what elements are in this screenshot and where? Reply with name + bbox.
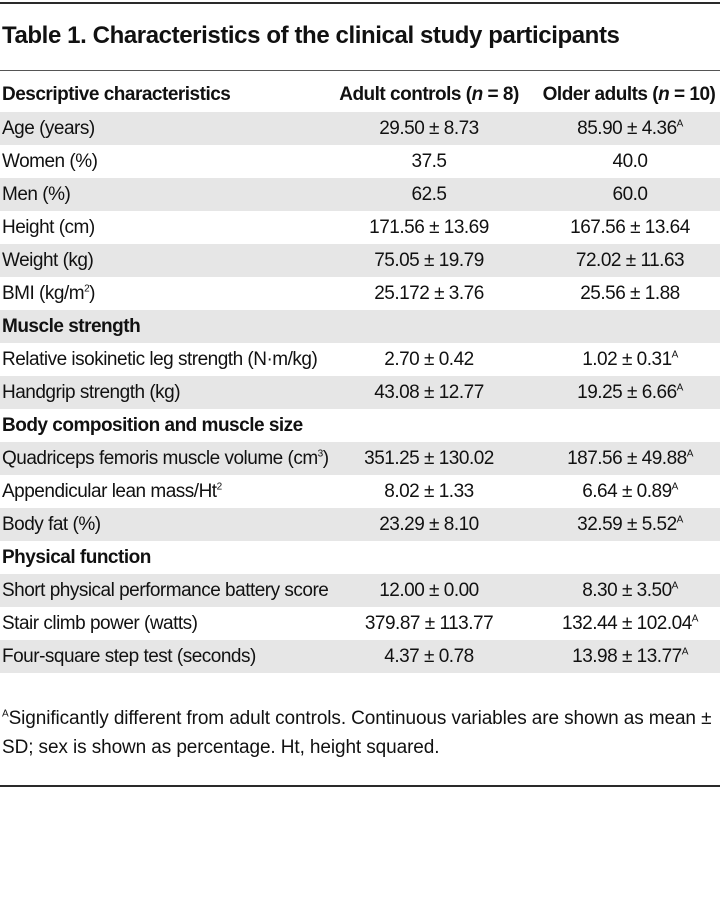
significance-mark: A (671, 349, 679, 361)
older-adults-value: 167.56 ± 13.64 (570, 216, 690, 238)
table-row: Weight (kg) 75.05 ± 19.79 72.02 ± 11.63 (0, 244, 720, 277)
row-label: Women (%) (2, 150, 98, 172)
row-label: Body fat (%) (2, 513, 101, 535)
table-row: Men (%) 62.5 60.0 (0, 178, 720, 211)
row-label: Men (%) (2, 183, 71, 205)
older-adults-value: 72.02 ± 11.63 (575, 249, 685, 271)
older-adults-value: 25.56 ± 1.88 (580, 282, 680, 304)
adult-controls-value: 2.70 ± 0.42 (384, 348, 474, 370)
section-row: Muscle strength (0, 310, 720, 343)
table-header-row: Descriptive characteristics Adult contro… (0, 78, 720, 112)
significance-mark: A (676, 514, 684, 526)
adult-controls-value: 29.50 ± 8.73 (379, 117, 479, 139)
row-label: Stair climb power (watts) (2, 612, 198, 634)
older-adults-value: 13.98 ± 13.77A (572, 645, 689, 667)
significance-mark: A (676, 382, 684, 394)
table-footnote: ASignificantly different from adult cont… (2, 704, 718, 762)
table-row: Women (%) 37.5 40.0 (0, 145, 720, 178)
adult-controls-value: 25.172 ± 3.76 (374, 282, 484, 304)
adult-controls-value: 12.00 ± 0.00 (379, 579, 479, 601)
title-rule (0, 70, 720, 71)
header-older-adults: Older adults (n = 10) (542, 84, 716, 105)
older-adults-value: 187.56 ± 49.88A (567, 447, 694, 469)
table-row: Short physical performance battery score… (0, 574, 720, 607)
table-row: Appendicular lean mass/Ht2 8.02 ± 1.33 6.6… (0, 475, 720, 508)
section-row: Body composition and muscle size (0, 409, 720, 442)
adult-controls-value: 379.87 ± 113.77 (364, 612, 494, 634)
table-row: Age (years) 29.50 ± 8.73 85.90 ± 4.36A (0, 112, 720, 145)
older-adults-value: 6.64 ± 0.89A (582, 480, 679, 502)
section-label: Physical function (2, 546, 151, 568)
adult-controls-value: 37.5 (411, 150, 447, 172)
section-label: Muscle strength (2, 315, 141, 337)
footnote-text: Significantly different from adult contr… (2, 708, 712, 758)
significance-mark: A (671, 580, 679, 592)
row-label: Short physical performance battery score (2, 579, 329, 601)
significance-mark: A (681, 646, 689, 658)
older-adults-value: 8.30 ± 3.50A (582, 579, 679, 601)
adult-controls-value: 43.08 ± 12.77 (374, 381, 484, 403)
older-adults-value: 85.90 ± 4.36A (577, 117, 684, 139)
bottom-rule (0, 785, 720, 787)
adult-controls-value: 351.25 ± 130.02 (364, 447, 494, 469)
adult-controls-value: 23.29 ± 8.10 (379, 513, 479, 535)
table-row: Quadriceps femoris muscle volume (cm3) 35… (0, 442, 720, 475)
table-body: Age (years) 29.50 ± 8.73 85.90 ± 4.36A Wome… (0, 112, 720, 673)
top-rule (0, 2, 720, 4)
row-label: Weight (kg) (2, 249, 94, 271)
row-label: Appendicular lean mass/Ht2 (2, 480, 222, 502)
header-adult-controls: Adult controls (n = 8) (339, 84, 519, 105)
table-row: Height (cm) 171.56 ± 13.69 167.56 ± 13.64 (0, 211, 720, 244)
table-row: Four-square step test (seconds) 4.37 ± 0.… (0, 640, 720, 673)
row-label: BMI (kg/m2) (2, 282, 95, 304)
table-row: Body fat (%) 23.29 ± 8.10 32.59 ± 5.52A (0, 508, 720, 541)
section-row: Physical function (0, 541, 720, 574)
adult-controls-value: 62.5 (411, 183, 447, 205)
adult-controls-value: 171.56 ± 13.69 (369, 216, 489, 238)
older-adults-value: 1.02 ± 0.31A (582, 348, 679, 370)
footnote-mark: A (2, 708, 9, 720)
row-label: Quadriceps femoris muscle volume (cm3) (2, 447, 329, 469)
row-label: Four-square step test (seconds) (2, 645, 256, 667)
row-label: Age (years) (2, 117, 95, 139)
significance-mark: A (676, 118, 684, 130)
significance-mark: A (671, 481, 679, 493)
older-adults-value: 32.59 ± 5.52A (577, 513, 684, 535)
table-row: Relative isokinetic leg strength (N·m/kg… (0, 343, 720, 376)
adult-controls-value: 4.37 ± 0.78 (384, 645, 474, 667)
older-adults-value: 40.0 (612, 150, 648, 172)
header-label: Descriptive characteristics (2, 84, 231, 105)
adult-controls-value: 8.02 ± 1.33 (384, 480, 474, 502)
row-label: Height (cm) (2, 216, 95, 238)
older-adults-value: 60.0 (612, 183, 648, 205)
table-row: BMI (kg/m2) 25.172 ± 3.76 25.56 ± 1.88 (0, 277, 720, 310)
table-row: Stair climb power (watts) 379.87 ± 113.77… (0, 607, 720, 640)
table-row: Handgrip strength (kg) 43.08 ± 12.77 19.25… (0, 376, 720, 409)
older-adults-value: 132.44 ± 102.04A (562, 612, 699, 634)
section-label: Body composition and muscle size (2, 414, 303, 436)
table-title: Table 1. Characteristics of the clinical… (2, 22, 620, 49)
row-label: Handgrip strength (kg) (2, 381, 181, 403)
characteristics-table: Descriptive characteristics Adult contro… (0, 78, 720, 673)
adult-controls-value: 75.05 ± 19.79 (374, 249, 484, 271)
older-adults-value: 19.25 ± 6.66A (577, 381, 684, 403)
row-label: Relative isokinetic leg strength (N·m/kg… (2, 348, 318, 370)
significance-mark: A (686, 448, 694, 460)
significance-mark: A (691, 613, 699, 625)
